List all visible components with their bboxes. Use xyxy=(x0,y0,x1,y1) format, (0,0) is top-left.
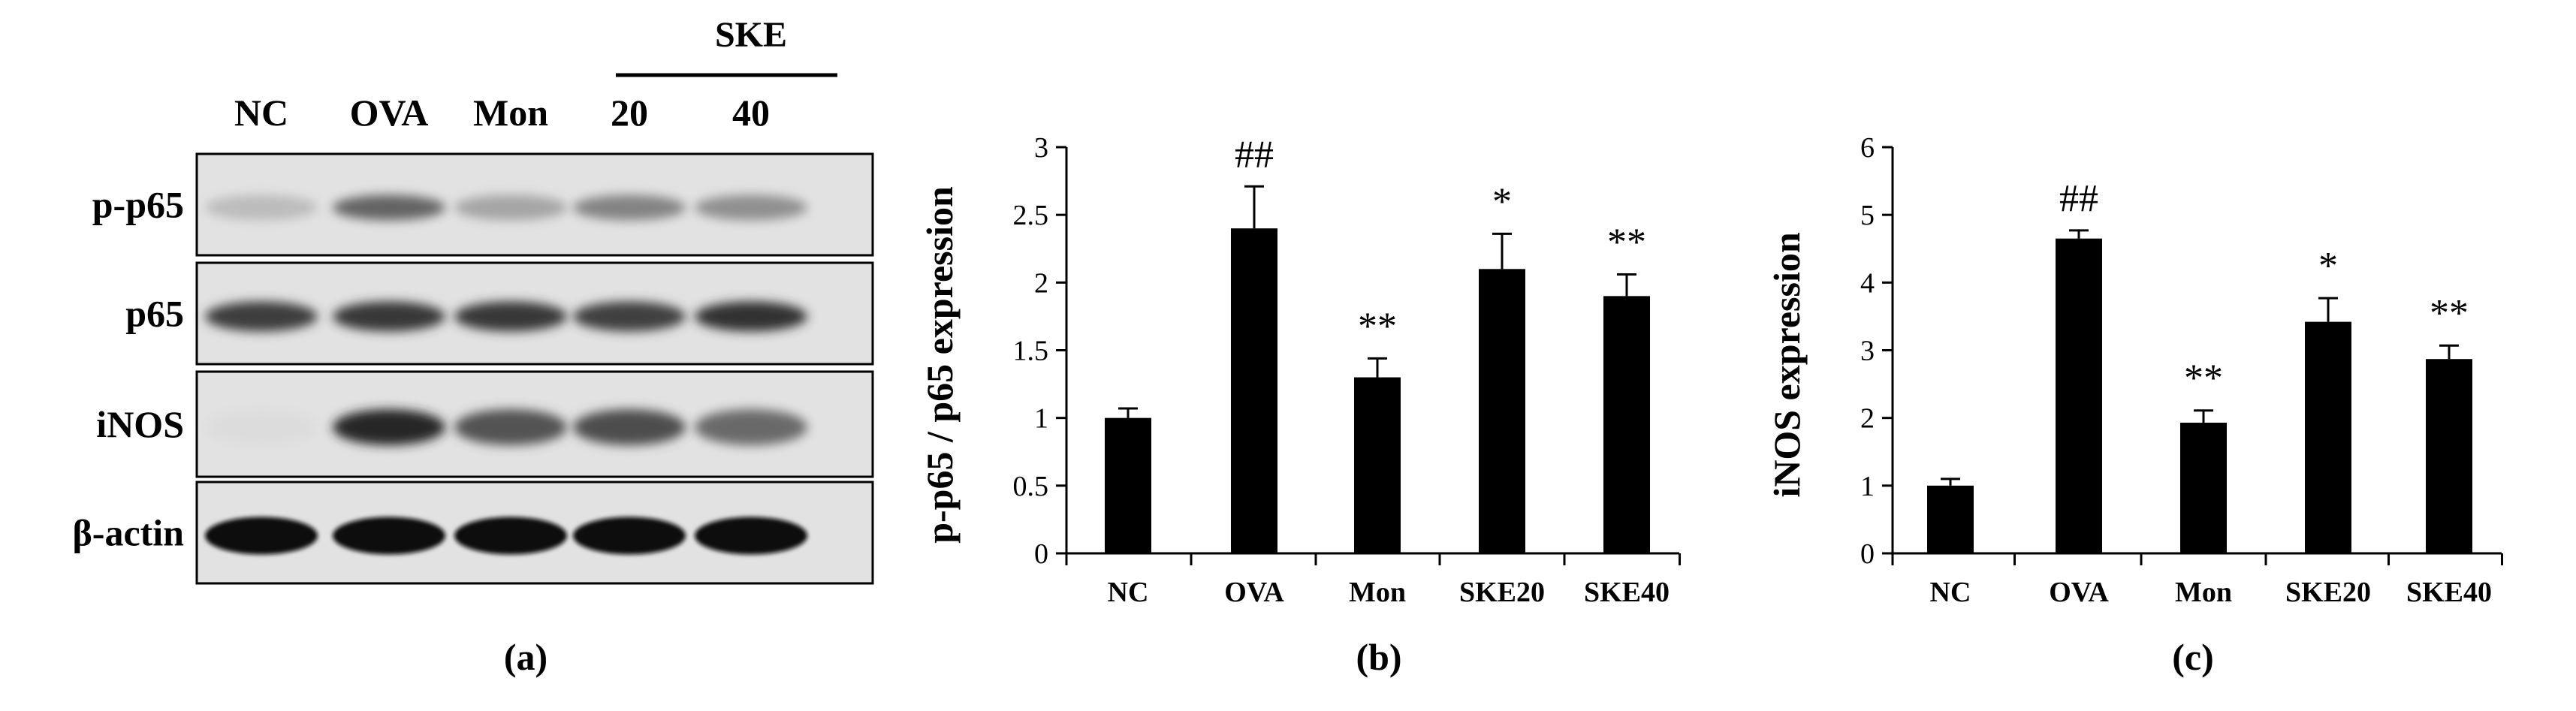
row-label: iNOS xyxy=(96,403,184,445)
blot-band xyxy=(454,194,567,221)
blot-band xyxy=(333,517,445,555)
blot-band xyxy=(205,409,318,445)
chart-c-ytick-label: 5 xyxy=(1860,200,1875,231)
chart-c-bar xyxy=(1927,485,1974,553)
blot-band xyxy=(573,517,686,555)
blot-band xyxy=(454,301,567,332)
lane-label: 20 xyxy=(611,92,648,134)
chart-b-significance-label: ** xyxy=(1607,221,1646,264)
blot-band xyxy=(454,517,567,555)
blot-band xyxy=(695,409,807,445)
chart-b-bar xyxy=(1105,417,1151,553)
chart-c-bar xyxy=(2180,422,2227,553)
chart-c-significance-label: ** xyxy=(2430,292,2469,335)
blot-row xyxy=(195,481,874,585)
chart-b-ytick-label: 2.5 xyxy=(1013,200,1049,231)
chart-c-significance-label: * xyxy=(2318,245,2338,288)
chart-c: iNOS expression (c) 0 1 2 3 4 5 6 NC OVA ## Mon ** S… xyxy=(1766,132,2503,678)
chart-b-significance-label: ## xyxy=(1235,133,1274,176)
blot-band xyxy=(573,194,686,221)
caption-a: (a) xyxy=(504,636,547,678)
blot-band xyxy=(695,517,807,555)
row-label: p-p65 xyxy=(92,184,184,226)
chart-b-bar xyxy=(1479,269,1525,553)
chart-c-ytick-label: 0 xyxy=(1860,538,1875,570)
lane-label: Mon xyxy=(473,92,548,134)
blot-panels xyxy=(195,152,874,585)
chart-c-ylabel: iNOS expression xyxy=(1766,232,1808,497)
ske-group-label: SKE xyxy=(715,15,787,55)
chart-b-xtick-label: SKE20 xyxy=(1459,577,1545,608)
blot-band xyxy=(573,301,686,332)
chart-c-ytick-label: 1 xyxy=(1860,471,1875,502)
chart-c-significance-label: ** xyxy=(2184,357,2223,400)
chart-b-ytick-label: 1 xyxy=(1034,403,1048,435)
chart-c-xtick-label: SKE40 xyxy=(2406,577,2492,608)
blot-band xyxy=(333,194,445,221)
chart-b-significance-label: * xyxy=(1492,180,1512,223)
lane-labels: NC OVA Mon 20 40 xyxy=(234,92,770,134)
chart-b-bar xyxy=(1603,296,1650,553)
chart-b-ytick-label: 3 xyxy=(1034,132,1048,164)
blot-band xyxy=(205,194,318,221)
chart-c-xtick-label: NC xyxy=(1930,577,1971,608)
blot-row xyxy=(195,152,874,257)
chart-b-ytick-label: 2 xyxy=(1034,267,1048,299)
chart-c-ytick-label: 4 xyxy=(1860,267,1875,299)
blot-band xyxy=(454,409,567,445)
chart-b-significance-label: ** xyxy=(1358,305,1397,348)
blot-band xyxy=(205,517,318,555)
chart-c-ytick-label: 2 xyxy=(1860,403,1875,435)
lane-label: OVA xyxy=(350,92,429,134)
blot-band xyxy=(573,409,686,445)
chart-c-bar xyxy=(2426,359,2472,553)
blot-band xyxy=(333,301,445,332)
blot-band xyxy=(695,301,807,332)
chart-b-xtick-label: SKE40 xyxy=(1584,577,1670,608)
chart-b-bar xyxy=(1354,377,1401,553)
blot-row xyxy=(195,261,874,366)
chart-b-xtick-label: NC xyxy=(1108,577,1149,608)
chart-b-ylabel: p-p65 / p65 expression xyxy=(918,186,961,544)
lane-label: 40 xyxy=(732,92,770,134)
row-label: β-actin xyxy=(72,512,184,554)
blot-band xyxy=(205,301,318,332)
chart-b-xtick-label: Mon xyxy=(1349,577,1406,608)
chart-b: p-p65 / p65 expression (b) 0 0.5 1 1.5 2 2.5 3… xyxy=(918,132,1681,678)
chart-b-xtick-label: OVA xyxy=(1224,577,1284,608)
chart-c-ytick-label: 6 xyxy=(1860,132,1875,164)
chart-b-bar xyxy=(1231,228,1277,553)
blot-row xyxy=(195,370,874,478)
chart-b-ytick-label: 1.5 xyxy=(1013,336,1049,367)
chart-b-ytick-label: 0 xyxy=(1034,538,1048,570)
blot-band xyxy=(333,409,445,445)
lane-label: NC xyxy=(234,92,288,134)
caption-b: (b) xyxy=(1356,636,1401,678)
chart-c-xtick-label: SKE20 xyxy=(2285,577,2371,608)
chart-c-xtick-label: OVA xyxy=(2049,577,2109,608)
caption-c: (c) xyxy=(2172,636,2214,678)
row-labels: p-p65 p65 iNOS β-actin xyxy=(72,184,184,554)
panel-a: SKE NC OVA Mon 20 40 p-p65 p65 iNOS β-actin (a) xyxy=(72,15,874,678)
chart-c-xtick-label: Mon xyxy=(2175,577,2232,608)
row-label: p65 xyxy=(125,293,184,335)
chart-c-significance-label: ## xyxy=(2059,177,2098,220)
chart-c-bar xyxy=(2305,321,2351,553)
chart-c-bar xyxy=(2056,238,2102,553)
chart-c-ytick-label: 3 xyxy=(1860,336,1875,367)
chart-b-ytick-label: 0.5 xyxy=(1013,471,1049,502)
blot-band xyxy=(695,194,807,221)
